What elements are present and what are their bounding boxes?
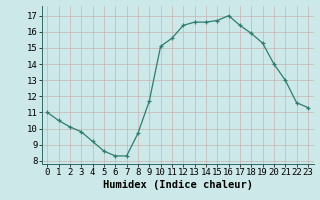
X-axis label: Humidex (Indice chaleur): Humidex (Indice chaleur) xyxy=(103,180,252,190)
